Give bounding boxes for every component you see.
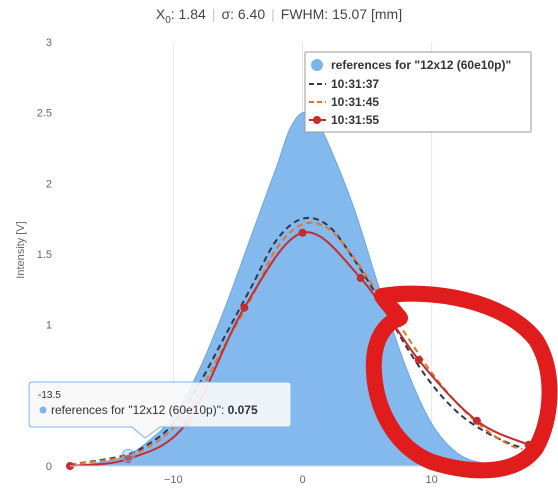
x-tick-label: 0: [299, 474, 305, 486]
hover-point-halo: [121, 448, 135, 462]
x-tick-label: −10: [164, 474, 183, 486]
y-tick-label: 1.5: [37, 249, 52, 261]
legend[interactable]: references for "12x12 (60e10p)" 10:31:37…: [304, 51, 532, 133]
sigma-stat: σ: 6.40: [221, 6, 266, 22]
fwhm-stat: FWHM: 15.07 [mm]: [280, 6, 403, 22]
data-point[interactable]: [472, 416, 481, 425]
legend-label-103155: 10:31:55: [331, 113, 379, 127]
area-references-outline: [69, 111, 536, 467]
x-tick-label: 10: [426, 474, 438, 486]
data-point[interactable]: [298, 228, 307, 237]
legend-item-103137[interactable]: 10:31:37: [309, 77, 379, 91]
legend-label-103145: 10:31:45: [331, 95, 379, 109]
data-point[interactable]: [414, 356, 423, 364]
x0-stat: X0: 1.84: [155, 6, 206, 26]
stats-bar: X0: 1.84 | σ: 6.40 | FWHM: 15.07 [mm]: [155, 6, 403, 26]
y-tick-label: 1: [46, 320, 52, 332]
y-tick-label: 0: [46, 461, 52, 473]
tooltip-series-dot: [39, 406, 47, 414]
area-references: [70, 112, 535, 466]
tooltip-series-name: references for "12x12 (60e10p)": [51, 403, 221, 417]
data-point[interactable]: [240, 303, 249, 312]
legend-item-103145[interactable]: 10:31:45: [309, 95, 379, 109]
tooltip: -13.5 references for "12x12 (60e10p)": 0…: [28, 381, 292, 439]
legend-label-103137: 10:31:37: [331, 77, 379, 91]
legend-item-references[interactable]: references for "12x12 (60e10p)": [311, 58, 511, 72]
y-axis-label: Intensity [V]: [15, 221, 27, 278]
red-circle-annotation: [365, 285, 558, 479]
y-tick-label: 3: [46, 37, 52, 49]
y-tick-label: 2: [46, 178, 52, 190]
legend-area-marker: [311, 59, 323, 71]
tooltip-box: [28, 381, 292, 439]
axes: −1001000.511.522.53: [37, 37, 535, 486]
legend-item-103155[interactable]: 10:31:55: [309, 113, 379, 127]
y-tick-label: 2.5: [37, 108, 52, 120]
tooltip-header: -13.5: [38, 390, 61, 401]
legend-point-marker: [313, 116, 321, 124]
tooltip-value: 0.075: [228, 403, 258, 417]
legend-label-references: references for "12x12 (60e10p)": [331, 58, 511, 72]
tooltip-body: references for "12x12 (60e10p)": 0.075: [51, 403, 258, 417]
data-point[interactable]: [356, 274, 365, 283]
